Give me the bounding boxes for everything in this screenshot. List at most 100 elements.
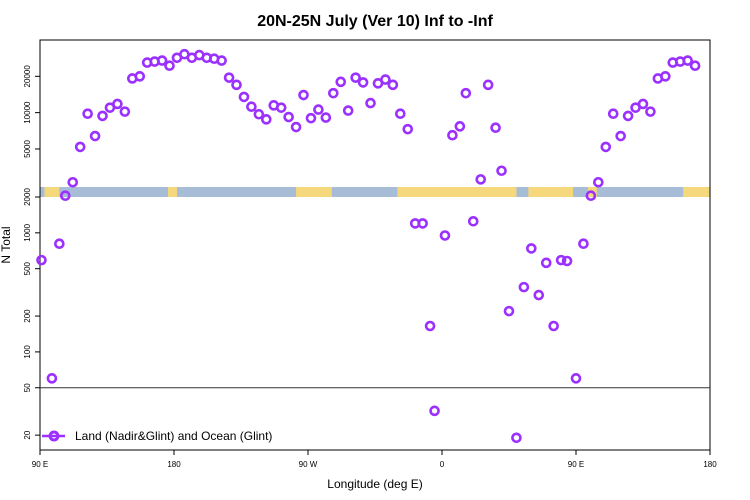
x-tick-label: 0 [440,460,445,469]
data-point [119,106,131,117]
y-tick-label: 200 [23,309,32,323]
data-point [342,105,354,116]
chart-title: 20N-25N July (Ver 10) Inf to -Inf [257,13,493,30]
plot-frame [39,39,711,451]
data-point [511,432,522,444]
data-point [46,373,58,384]
data-point [467,216,479,227]
legend-marker-swatch [48,430,60,442]
data-point [365,97,376,109]
data-point [253,108,265,120]
data-point [526,243,537,254]
x-tick-label: 180 [167,460,181,469]
data-point [335,76,347,88]
land-ocean-map-strip [40,187,710,197]
data-point [578,238,589,250]
data-point [570,373,582,384]
data-point [305,112,317,124]
data-point [424,320,436,332]
data-point [607,108,619,120]
data-point [97,110,108,122]
data-point [380,74,391,85]
data-point [454,121,466,132]
data-point [555,254,567,266]
x-tick-label: 90 W [299,460,318,469]
y-tick-label: 2000 [23,188,32,206]
data-point [238,91,250,103]
data-point [475,174,487,185]
data-point [223,72,235,83]
data-point [600,141,612,153]
data-point [561,255,573,267]
data-point [328,87,339,99]
land-segment [397,187,442,197]
axes: 90 E 180 90 W 0 90 E 180 2000 5000 10000 20000 20 5… [23,39,717,469]
data-point [689,60,701,71]
data-point [261,114,272,125]
data-point [460,87,472,99]
x-tick-label: 180 [703,460,717,469]
y-tick-label: 100 [23,345,32,359]
ocean-band [40,187,710,197]
data-point [637,98,649,110]
data-point [429,405,440,417]
data-points [36,48,701,444]
land-segment [44,187,60,197]
data-point [164,60,175,71]
land-segment [442,187,517,197]
data-point [417,218,428,229]
y-tick-label: 20 [23,430,32,439]
data-point [585,190,597,202]
data-point [231,79,242,91]
data-point [134,71,146,82]
data-point [387,79,399,91]
data-point [54,238,65,250]
data-point [283,111,294,123]
data-point [320,112,332,123]
y-tick-label: 10000 [23,101,32,124]
legend: Land (Nadir&Glint) and Ocean (Glint) [42,429,272,443]
data-point [660,71,671,82]
data-point [540,257,552,269]
data-point [313,104,324,115]
data-point [490,122,501,134]
data-point [439,230,451,241]
data-point [395,108,406,120]
x-axis-label: Longitude (deg E) [327,477,422,491]
data-point [74,141,86,153]
y-axis-label: N Total [0,226,13,263]
y-tick-label: 1000 [23,223,32,241]
data-point [615,130,626,142]
data-point [548,320,559,332]
data-point [402,123,414,135]
data-point [298,89,309,101]
data-point [82,108,93,120]
land-segment [683,187,710,197]
land-segment [528,187,574,197]
legend-entry-label: Land (Nadir&Glint) and Ocean (Glint) [75,429,272,443]
data-point [503,305,515,317]
data-point [645,106,656,117]
data-point [447,129,458,141]
data-point [533,289,545,301]
data-point [682,55,693,66]
x-tick-label: 90 E [32,460,48,469]
y-tick-label: 20000 [23,65,32,88]
data-point [36,254,47,266]
data-point [357,77,369,88]
land-segment [168,187,177,197]
y-tick-label: 500 [23,261,32,275]
data-point [622,110,634,122]
data-point [67,176,79,188]
data-point [112,98,123,110]
data-point [350,72,361,83]
data-point [216,55,227,66]
data-point [518,281,530,293]
data-point [496,165,507,177]
y-tick-label: 5000 [23,140,32,158]
data-point [275,102,287,113]
land-segment [296,187,332,197]
data-point [156,55,168,66]
data-point [60,190,71,202]
